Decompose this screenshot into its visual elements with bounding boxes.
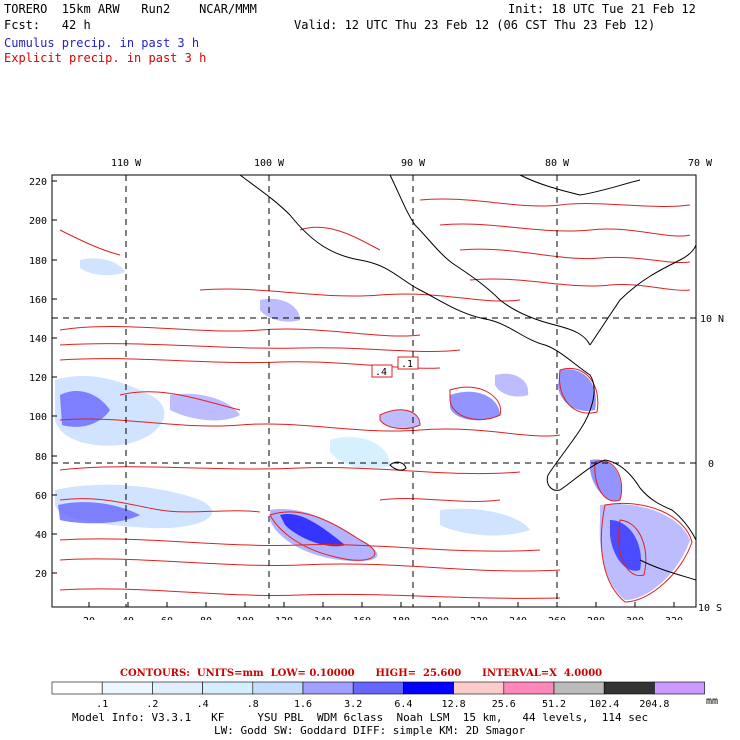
x-tick-label: 220: [470, 616, 488, 620]
lat-label: 10 N: [700, 314, 724, 325]
colorbar-cell: [152, 681, 203, 695]
contour-info: CONTOURS: UNITS=mm LOW= 0.10000 HIGH= 25…: [120, 668, 603, 679]
colorbar-cell: [503, 681, 555, 695]
y-axis: 220 200 180 160 140 120 100 80 60 40 20: [29, 177, 47, 580]
colorbar-unit: mm: [706, 696, 718, 707]
y-tick-label: 40: [35, 530, 47, 541]
lon-label: 70 W: [688, 158, 713, 169]
physics-info: LW: Godd SW: Goddard DIFF: simple KM: 2D…: [214, 724, 526, 737]
model-info: Model Info: V3.3.1 KF YSU PBL WDM 6class…: [72, 711, 649, 724]
x-tick-label: 300: [626, 616, 644, 620]
y-tick-label: 20: [35, 569, 47, 580]
colorbar-cell: [603, 681, 655, 695]
valid-time: Valid: 12 UTC Thu 23 Feb 12 (06 CST Thu …: [294, 18, 656, 32]
y-tick-label: 100: [29, 412, 47, 423]
colorbar-label: 3.2: [344, 699, 362, 710]
contour-label: .4: [375, 367, 387, 378]
lon-label: 110 W: [111, 158, 142, 169]
colorbar-cell: [553, 681, 605, 695]
x-tick-label: 120: [275, 616, 293, 620]
lat-label: 0: [708, 459, 714, 470]
colorbar-label: .2: [146, 699, 158, 710]
y-tick-label: 80: [35, 452, 47, 463]
explicit-precip-contours: [59, 198, 693, 603]
x-tick-label: 20: [83, 616, 95, 620]
x-tick-label: 140: [314, 616, 332, 620]
colorbar-label: 1.6: [294, 699, 312, 710]
x-tick-label: 60: [161, 616, 173, 620]
colorbar-label: 6.4: [394, 699, 412, 710]
lon-label: 80 W: [545, 158, 570, 169]
colorbar-cell: [403, 681, 454, 695]
y-tick-label: 220: [29, 177, 47, 188]
y-tick-label: 200: [29, 216, 47, 227]
colorbar-label: .4: [197, 699, 209, 710]
y-tick-label: 180: [29, 256, 47, 267]
x-tick-label: 320: [665, 616, 683, 620]
colorbar-cell: [252, 681, 304, 695]
lat-lon-grid: [52, 175, 696, 607]
x-tick-label: 100: [236, 616, 254, 620]
x-tick-label: 80: [200, 616, 212, 620]
lon-label: 90 W: [401, 158, 426, 169]
x-axis: 20 40 60 80 100 120 140 160 180 200 220 …: [83, 616, 683, 620]
y-tick-label: 60: [35, 491, 47, 502]
field-label-cumulus: Cumulus precip. in past 3 h: [4, 36, 200, 50]
cumulus-precip-shading: [55, 258, 690, 600]
plot-frame: [51, 174, 697, 608]
colorbar-label: 102.4: [589, 699, 619, 710]
y-tick-label: 140: [29, 334, 47, 345]
y-tick-label: 120: [29, 373, 47, 384]
colorbar-label: .1: [96, 699, 108, 710]
x-tick-label: 200: [431, 616, 449, 620]
lon-label: 100 W: [254, 158, 285, 169]
colorbar-label: 25.6: [492, 699, 516, 710]
x-tick-label: 280: [587, 616, 605, 620]
colorbar-cell: [101, 681, 153, 695]
x-tick-label: 160: [353, 616, 371, 620]
colorbar: .1.2.4.8 1.6 3.2 6.4 12.8 25.6 51.2 102.4 204.8 …: [51, 681, 718, 710]
colorbar-cell: [51, 681, 103, 695]
colorbar-cell: [302, 681, 354, 695]
colorbar-cell: [453, 681, 505, 695]
x-tick-label: 260: [548, 616, 566, 620]
precip-map: 110 W 100 W 90 W 80 W 70 W 10 N 0 10 S: [29, 158, 724, 620]
x-tick-label: 40: [122, 616, 134, 620]
field-label-explicit: Explicit precip. in past 3 h: [4, 51, 207, 65]
colorbar-cell: [654, 681, 705, 695]
colorbar-label: 12.8: [442, 699, 466, 710]
colorbar-label: 51.2: [542, 699, 566, 710]
y-tick-label: 160: [29, 295, 47, 306]
x-tick-label: 180: [392, 616, 410, 620]
contour-label: .1: [401, 359, 413, 370]
lat-label: 10 S: [698, 603, 722, 614]
colorbar-cell: [202, 681, 254, 695]
x-tick-label: 240: [509, 616, 527, 620]
colorbar-cell: [352, 681, 404, 695]
init-time: Init: 18 UTC Tue 21 Feb 12: [508, 2, 696, 16]
model-title: TORERO 15km ARW Run2 NCAR/MMM: [4, 2, 257, 16]
colorbar-label: 204.8: [639, 699, 669, 710]
forecast-hour: Fcst: 42 h: [4, 18, 91, 32]
colorbar-label: .8: [247, 699, 259, 710]
